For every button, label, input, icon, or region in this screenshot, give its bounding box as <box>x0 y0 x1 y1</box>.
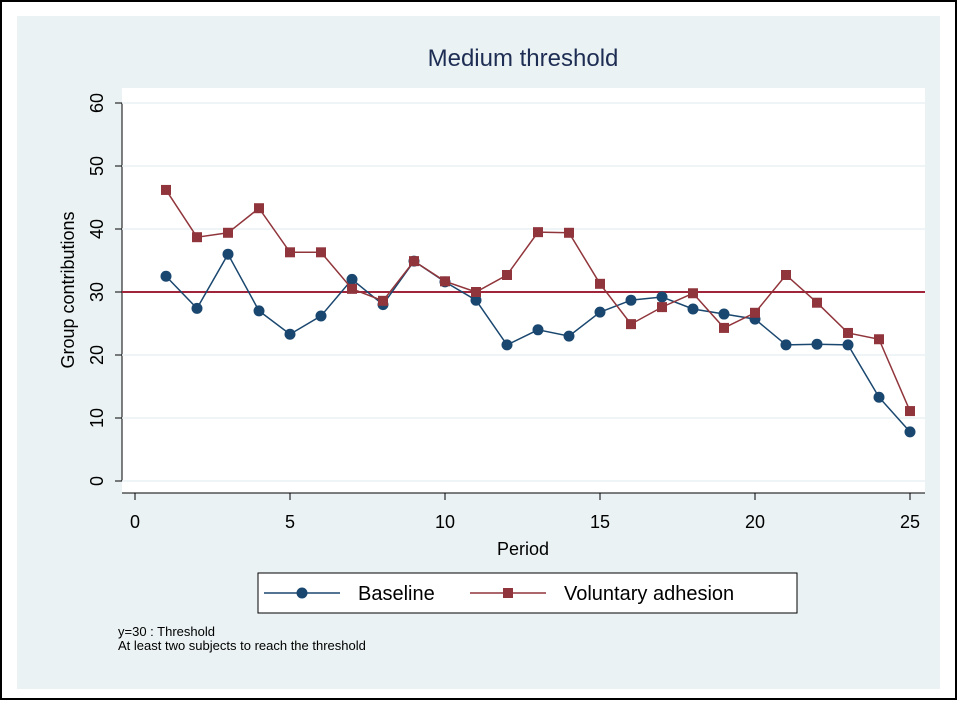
marker <box>843 327 853 338</box>
marker <box>253 305 265 317</box>
marker <box>904 426 916 438</box>
marker <box>688 288 698 299</box>
marker <box>470 294 482 306</box>
marker <box>378 295 388 306</box>
marker <box>532 324 544 336</box>
y-tick-label: 40 <box>87 219 107 239</box>
marker <box>533 227 543 238</box>
marker <box>254 203 264 214</box>
marker <box>316 247 326 258</box>
plot-area <box>122 88 925 493</box>
x-axis-label: Period <box>497 539 549 559</box>
marker <box>595 278 605 289</box>
legend-label: Baseline <box>358 583 435 605</box>
y-tick-label: 60 <box>87 93 107 113</box>
marker <box>780 339 792 351</box>
y-tick-label: 20 <box>87 345 107 365</box>
x-tick-label: 15 <box>590 512 610 532</box>
marker <box>656 291 668 303</box>
marker <box>564 227 574 238</box>
marker <box>222 248 234 260</box>
marker <box>192 232 202 243</box>
marker <box>191 302 203 314</box>
marker <box>719 322 729 333</box>
marker <box>687 303 699 315</box>
y-tick-label: 10 <box>87 408 107 428</box>
marker <box>160 270 172 282</box>
marker <box>626 319 636 330</box>
x-tick-label: 20 <box>745 512 765 532</box>
marker <box>284 328 296 340</box>
marker <box>409 256 419 267</box>
legend-label: Voluntary adhesion <box>564 583 734 605</box>
marker <box>657 302 667 313</box>
marker <box>503 588 513 598</box>
marker <box>750 307 760 318</box>
marker <box>285 247 295 258</box>
marker <box>625 294 637 306</box>
x-tick-label: 10 <box>435 512 455 532</box>
marker <box>161 184 171 195</box>
note: At least two subjects to reach the thres… <box>118 638 366 653</box>
marker <box>563 330 575 342</box>
marker <box>315 310 327 322</box>
x-tick-label: 25 <box>900 512 920 532</box>
x-tick-label: 0 <box>130 512 140 532</box>
note: y=30 : Threshold <box>118 624 215 639</box>
x-tick-label: 5 <box>285 512 295 532</box>
marker <box>347 283 357 294</box>
marker <box>471 287 481 297</box>
marker <box>502 269 512 280</box>
marker <box>296 587 308 599</box>
y-tick-label: 50 <box>87 156 107 176</box>
marker <box>718 308 730 320</box>
marker <box>873 391 885 403</box>
marker <box>440 276 450 287</box>
y-tick-label: 30 <box>87 282 107 302</box>
marker <box>781 269 791 280</box>
chart-title: Medium threshold <box>428 45 619 72</box>
marker <box>874 334 884 345</box>
y-tick-label: 0 <box>87 476 107 486</box>
marker <box>811 338 823 350</box>
marker <box>594 306 606 318</box>
marker <box>346 273 358 285</box>
marker <box>501 339 513 351</box>
marker <box>812 297 822 308</box>
marker <box>223 227 233 238</box>
marker <box>842 339 854 351</box>
y-axis-label: Group contributions <box>58 211 78 368</box>
marker <box>905 406 915 417</box>
